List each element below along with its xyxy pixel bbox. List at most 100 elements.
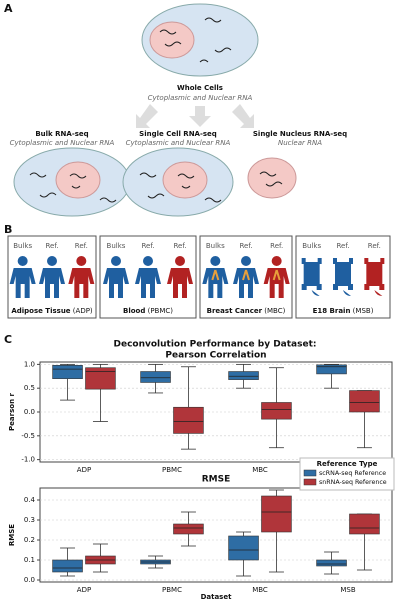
rna bbox=[139, 172, 222, 203]
box bbox=[261, 402, 292, 420]
dataset-full-name: Adipose Tissue bbox=[11, 307, 70, 315]
y-axis-label: RMSE bbox=[8, 524, 16, 546]
legend-entry: snRNA-seq Reference bbox=[319, 479, 387, 486]
dataset-name: E18 Brain (MSB) bbox=[313, 307, 374, 315]
y-tick-label: 1.0 bbox=[24, 360, 35, 368]
box bbox=[349, 513, 380, 535]
legend-title: Reference Type bbox=[317, 460, 378, 468]
x-axis-label: Dataset bbox=[201, 593, 233, 601]
dataset-box bbox=[199, 235, 293, 319]
person-body bbox=[263, 268, 290, 298]
box bbox=[316, 364, 347, 375]
x-tick-label: ADP bbox=[77, 586, 91, 594]
icon-label: Bulks bbox=[13, 242, 32, 250]
dataset-name: Breast Cancer (MBC) bbox=[207, 307, 286, 315]
icon-label: Ref. bbox=[270, 242, 283, 250]
icon-label: Ref. bbox=[239, 242, 252, 250]
person-head bbox=[143, 256, 153, 266]
branch-subtitle: Cytoplasmic and Nuclear RNA bbox=[126, 139, 231, 147]
person-head bbox=[175, 256, 185, 266]
person-head bbox=[271, 256, 282, 266]
dataset-abbr: (ADP) bbox=[73, 307, 93, 315]
chart-title: Pearson Correlation bbox=[165, 351, 266, 361]
icon-label: Bulks bbox=[302, 242, 321, 250]
dataset-box bbox=[295, 235, 391, 319]
nucleus bbox=[149, 21, 195, 59]
panel-label: B bbox=[4, 223, 12, 236]
panel-label: A bbox=[4, 2, 13, 15]
dataset-abbr: (MSB) bbox=[353, 307, 374, 315]
box bbox=[228, 535, 259, 561]
y-tick-label: -1.0 bbox=[21, 456, 35, 464]
y-tick-label: 0.1 bbox=[24, 556, 35, 564]
dataset-name: Adipose Tissue (ADP) bbox=[11, 307, 93, 315]
box bbox=[85, 367, 116, 390]
icon-label: Ref. bbox=[141, 242, 154, 250]
person-body bbox=[68, 268, 95, 298]
rna bbox=[29, 172, 117, 203]
box bbox=[52, 365, 83, 379]
box bbox=[316, 559, 347, 567]
branch-subtitle: Cytoplasmic and Nuclear RNA bbox=[10, 139, 115, 147]
chart-title: RMSE bbox=[202, 475, 231, 485]
person-body bbox=[135, 268, 161, 298]
mouse-icon bbox=[364, 258, 385, 296]
legend-entry: scRNA-seq Reference bbox=[319, 470, 386, 477]
ribbon bbox=[211, 269, 220, 281]
box bbox=[52, 559, 83, 573]
datasets: Bulks Ref. Ref. Adipose Tissue (ADP) Bulks Re… bbox=[7, 235, 391, 319]
box bbox=[140, 371, 171, 383]
x-tick-label: MBC bbox=[252, 466, 268, 474]
dataset-full-name: Breast Cancer bbox=[207, 307, 263, 315]
person-body bbox=[202, 268, 229, 298]
person-body bbox=[167, 268, 193, 298]
person-body bbox=[103, 268, 129, 298]
icon-label: Ref. bbox=[45, 242, 58, 250]
branch-title: Single Cell RNA-seq bbox=[139, 130, 217, 138]
icon-label: Ref. bbox=[336, 242, 349, 250]
y-tick-label: 0.0 bbox=[24, 576, 35, 584]
figure-title: Deconvolution Performance by Dataset: bbox=[114, 340, 317, 350]
box bbox=[349, 390, 380, 413]
icon-label: Ref. bbox=[173, 242, 186, 250]
ribbon bbox=[272, 269, 281, 281]
person-head bbox=[17, 256, 28, 266]
x-tick-label: PBMC bbox=[162, 586, 182, 594]
legend-swatch bbox=[303, 469, 317, 477]
nucleus bbox=[162, 161, 208, 199]
icon-label: Bulks bbox=[206, 242, 225, 250]
dataset-box bbox=[99, 235, 197, 319]
x-tick-label: MSB bbox=[340, 586, 355, 594]
x-tick-label: PBMC bbox=[162, 466, 182, 474]
title: Whole Cells bbox=[177, 84, 223, 92]
person-head bbox=[47, 256, 57, 266]
dataset-name: Blood (PBMC) bbox=[123, 307, 173, 315]
nucleus bbox=[247, 157, 297, 199]
dataset-abbr: (PBMC) bbox=[148, 307, 174, 315]
y-tick-label: -0.5 bbox=[21, 432, 35, 440]
person-head bbox=[111, 256, 121, 266]
subtitle: Cytoplasmic and Nuclear RNA bbox=[148, 94, 253, 102]
dataset-box bbox=[7, 235, 97, 319]
y-tick-label: 0.0 bbox=[24, 408, 35, 416]
person-body bbox=[9, 268, 36, 298]
branch-subtitle: Nuclear RNA bbox=[278, 139, 322, 147]
icon-label: Bulks bbox=[107, 242, 126, 250]
mouse-icon bbox=[301, 258, 322, 296]
dataset-full-name: Blood bbox=[123, 307, 145, 315]
branch-title: Single Nucleus RNA-seq bbox=[253, 130, 347, 138]
icon-label: Ref. bbox=[368, 242, 381, 250]
arrows bbox=[136, 104, 254, 128]
dataset-abbr: (MBC) bbox=[264, 307, 285, 315]
box bbox=[173, 523, 204, 535]
ribbon bbox=[242, 269, 250, 281]
y-tick-label: 0.4 bbox=[24, 496, 36, 504]
branch-title: Bulk RNA-seq bbox=[35, 130, 88, 138]
icon-label: Ref. bbox=[75, 242, 88, 250]
y-tick-label: 0.2 bbox=[24, 536, 35, 544]
dataset-full-name: E18 Brain bbox=[313, 307, 351, 315]
y-tick-label: 0.3 bbox=[24, 516, 35, 524]
person-head bbox=[241, 256, 251, 266]
legend-swatch bbox=[303, 478, 317, 486]
